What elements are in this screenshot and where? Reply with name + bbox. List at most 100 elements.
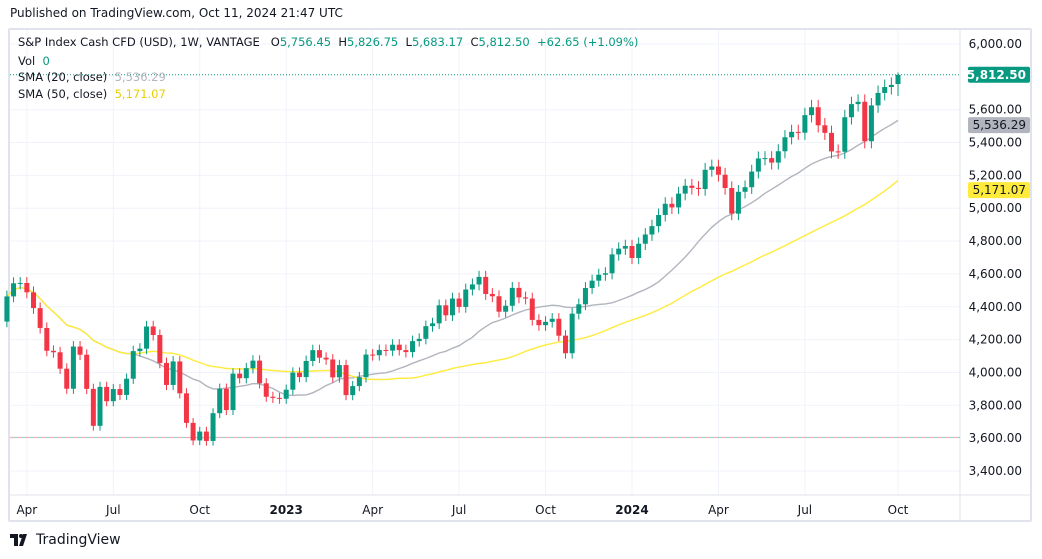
sma20-badge-bg	[968, 117, 1030, 134]
candle-up	[842, 117, 848, 152]
candle-up	[97, 386, 103, 426]
volume-legend[interactable]: Vol 0	[18, 54, 50, 68]
x-tick-label: Jul	[451, 503, 466, 517]
candle-up	[130, 351, 136, 379]
x-tick-label: Apr	[708, 503, 729, 517]
candle-down	[795, 131, 801, 133]
candle-down	[44, 327, 50, 351]
sma20-legend[interactable]: SMA (20, close) 5,536.29	[18, 70, 166, 84]
candle-down	[343, 365, 349, 396]
y-tick-label: 6,000.00	[969, 37, 1022, 51]
tradingview-logo-icon	[10, 534, 27, 546]
candle-down	[50, 350, 56, 353]
x-tick-label: Apr	[362, 503, 383, 517]
change-value: +62.65 (+1.09%)	[537, 35, 639, 49]
x-tick-label: Jul	[797, 503, 812, 517]
candle-up	[110, 389, 116, 402]
candle-up	[70, 346, 76, 389]
candle-down	[190, 422, 196, 441]
tradingview-logo[interactable]: TradingView	[10, 532, 121, 548]
candle-down	[203, 431, 209, 441]
candle-up	[789, 131, 795, 138]
candle-down	[84, 354, 90, 389]
candle-up	[363, 354, 369, 378]
candle-up	[775, 151, 781, 163]
close-value: 5,812.50	[478, 35, 530, 49]
candle-up	[11, 283, 17, 297]
candle-up	[310, 350, 316, 361]
symbol-title[interactable]: S&P Index Cash CFD (USD), 1W, VANTAGE	[18, 35, 260, 49]
candle-up	[137, 348, 143, 352]
y-tick-label: 4,800.00	[969, 234, 1022, 248]
candle-down	[323, 357, 329, 360]
candle-down	[862, 101, 868, 142]
candle-down	[77, 346, 83, 355]
candle-up	[662, 203, 668, 215]
candle-up	[543, 321, 549, 326]
candle-up	[390, 344, 396, 351]
candle-up	[848, 104, 854, 118]
last-price-badge-bg	[968, 66, 1030, 83]
vol-label: Vol	[18, 54, 36, 68]
candle-up	[888, 84, 894, 88]
candle-up	[809, 107, 815, 116]
candle-up	[656, 214, 662, 227]
candle-up	[602, 273, 608, 275]
candle-up	[469, 284, 475, 290]
candle-down	[57, 352, 63, 369]
candle-up	[622, 246, 628, 249]
y-tick-label: 3,400.00	[969, 464, 1022, 478]
low-label: L	[405, 35, 412, 49]
candle-down	[177, 361, 183, 394]
candle-down	[496, 296, 502, 312]
candle-up	[283, 389, 289, 399]
candle-down	[729, 188, 735, 214]
low-value: 5,683.17	[411, 35, 464, 49]
candle-down	[257, 360, 263, 384]
candle-down	[715, 166, 721, 175]
candle-down	[316, 350, 322, 358]
candle-down	[529, 298, 535, 320]
candle-up	[749, 171, 755, 188]
candle-up	[430, 323, 435, 327]
candle-down	[270, 396, 276, 398]
candle-down	[150, 326, 156, 336]
sma50-label: SMA (50, close)	[18, 87, 108, 101]
candle-down	[689, 185, 695, 188]
candle-up	[410, 341, 416, 353]
candle-up	[476, 276, 482, 285]
candle-up	[509, 287, 515, 306]
candle-up	[636, 243, 642, 258]
y-tick-label: 3,800.00	[969, 398, 1022, 412]
last-price-badge: 5,812.50	[967, 68, 1026, 82]
candle-up	[463, 289, 469, 307]
candle-up	[210, 413, 216, 441]
candle-down	[769, 158, 775, 163]
candle-down	[370, 354, 376, 356]
sma50-legend[interactable]: SMA (50, close) 5,171.07	[18, 87, 166, 101]
chart-frame	[8, 28, 1032, 522]
candle-down	[90, 388, 96, 426]
x-tick-label: Apr	[16, 503, 37, 517]
candle-up	[350, 386, 356, 396]
candle-up	[336, 365, 342, 378]
candle-down	[183, 393, 189, 423]
candle-up	[423, 326, 429, 339]
open-label: O	[270, 35, 280, 49]
candle-down	[37, 308, 43, 328]
sma20-badge: 5,536.29	[973, 118, 1026, 132]
y-tick-label: 5,600.00	[969, 103, 1022, 117]
candle-down	[403, 350, 409, 353]
open-value: 5,756.45	[279, 35, 332, 49]
candle-up	[682, 185, 688, 194]
candle-up	[243, 368, 249, 379]
candle-down	[629, 246, 635, 258]
candle-down	[669, 203, 675, 208]
sma20-line	[6, 119, 899, 397]
sma20-label: SMA (20, close)	[18, 70, 108, 84]
candle-up	[144, 326, 150, 349]
candle-up	[875, 92, 881, 106]
candle-up	[250, 360, 256, 369]
